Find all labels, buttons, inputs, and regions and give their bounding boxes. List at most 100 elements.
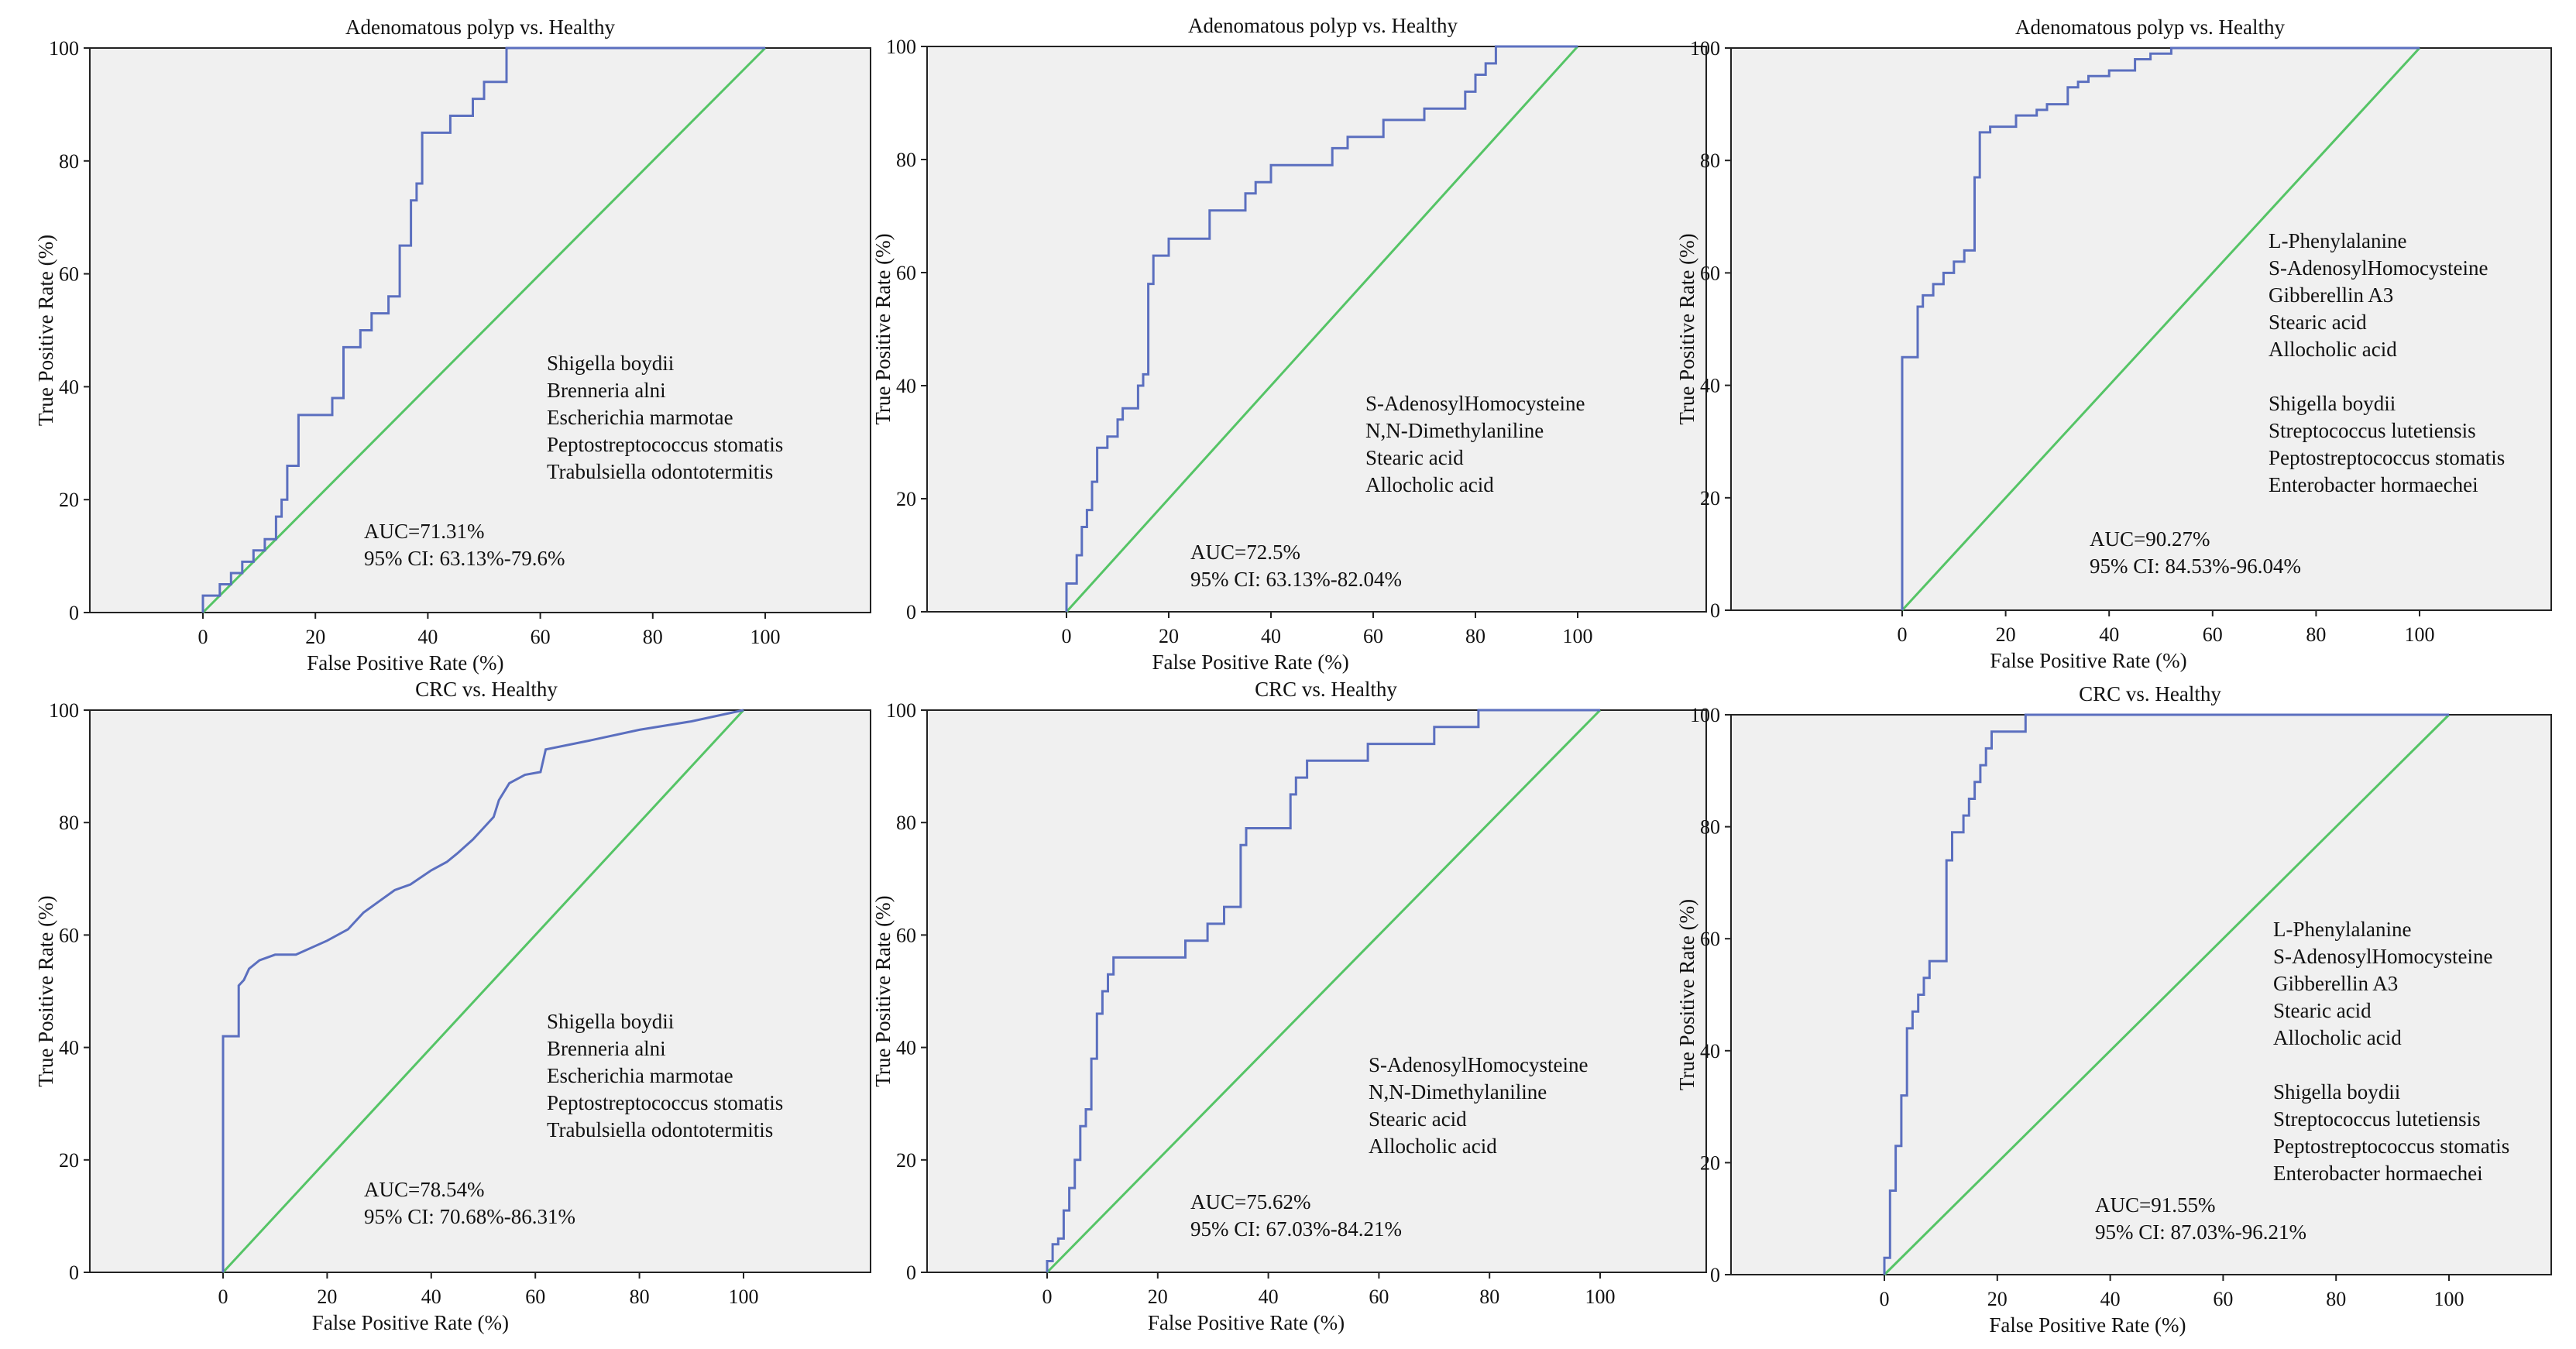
marker-label: S-AdenosylHomocysteine [1365,392,1585,415]
ci-label: 95% CI: 70.68%-86.31% [364,1205,575,1228]
marker-label: Stearic acid [2269,311,2367,334]
reference-line [201,46,767,614]
ci-label: 95% CI: 63.13%-82.04% [1190,568,1402,591]
x-tick-label: 40 [2100,1288,2121,1310]
marker-label: Gibberellin A3 [2269,283,2393,307]
y-axis-label: True Positive Rate (%) [1675,899,1698,1090]
marker-label: Peptostreptococcus stomatis [547,433,783,456]
auc-label: AUC=72.5% [1190,541,1300,564]
chart-title: CRC vs. Healthy [415,678,558,701]
x-tick-label: 60 [2213,1288,2233,1310]
x-axis-label: False Positive Rate (%) [1148,1311,1345,1334]
x-tick-label: 60 [531,626,551,648]
x-tick-label: 100 [750,626,781,648]
x-axis-label: False Positive Rate (%) [1990,649,2186,672]
y-tick-label: 80 [896,149,916,171]
y-tick-label: 40 [59,1037,79,1059]
x-tick-label: 100 [729,1285,759,1308]
marker-label: Trabulsiella odontotermitis [547,1118,773,1141]
y-tick-label: 80 [59,150,79,173]
y-tick-label: 80 [1700,816,1720,839]
y-tick-label: 40 [896,375,916,397]
marker-label: Allocholic acid [1365,473,1494,496]
y-tick-label: 20 [59,489,79,511]
marker-label: Peptostreptococcus stomatis [2269,446,2505,469]
marker-label: Escherichia marmotae [547,1064,733,1087]
plot-area [1730,47,2552,611]
reference-line [1883,713,2451,1276]
x-tick-label: 40 [1261,625,1281,647]
y-tick-label: 0 [1710,1264,1720,1286]
marker-label: Shigella boydii [547,1010,674,1033]
x-tick-label: 20 [1996,623,2016,646]
y-tick-label: 20 [896,488,916,510]
marker-label: Peptostreptococcus stomatis [547,1091,783,1114]
x-axis-label: False Positive Rate (%) [312,1311,509,1334]
marker-label: S-AdenosylHomocysteine [1369,1053,1588,1076]
plot-area [926,46,1707,613]
x-tick-label: 80 [630,1285,650,1308]
y-tick-label: 100 [1690,37,1720,60]
y-axis-label: True Positive Rate (%) [871,233,895,424]
x-tick-label: 60 [2203,623,2223,646]
x-tick-label: 40 [1259,1285,1279,1308]
y-axis-label: True Positive Rate (%) [34,895,57,1086]
marker-label: Shigella boydii [2273,1080,2400,1104]
marker-label: Stearic acid [2273,999,2372,1022]
x-axis-label: False Positive Rate (%) [1152,650,1348,674]
roc-curve [1901,46,2420,610]
marker-label: Allocholic acid [2273,1026,2402,1049]
x-axis-label: False Positive Rate (%) [1989,1313,2186,1337]
roc-panel-2: Adenomatous polyp vs. Healthy 0 20 40 60 80 10… [871,14,1707,674]
y-tick-label: 20 [1700,487,1720,510]
y-tick-label: 0 [1710,599,1720,622]
x-tick-label: 20 [1148,1285,1168,1308]
y-tick-label: 80 [896,812,916,834]
plot-area [926,709,1707,1273]
plot-area [1730,714,2552,1275]
ci-label: 95% CI: 63.13%-79.6% [364,547,565,570]
roc-curve [1046,709,1600,1272]
y-tick-label: 60 [896,262,916,284]
roc-curve [201,46,765,613]
marker-label: S-AdenosylHomocysteine [2273,945,2492,968]
chart-title: Adenomatous polyp vs. Healthy [2015,15,2285,39]
x-tick-label: 100 [1563,625,1593,647]
reference-line [1046,709,1602,1274]
y-tick-label: 100 [886,699,916,722]
ci-label: 95% CI: 84.53%-96.04% [2090,554,2301,578]
plot-area [89,47,871,613]
roc-panel-4: CRC vs. Healthy 0 20 40 60 80 100 0 20 40 60 80 100 F… [34,678,871,1334]
marker-label: Enterobacter hormaechei [2269,473,2478,496]
y-tick-label: 80 [59,812,79,834]
roc-panel-3: Adenomatous polyp vs. Healthy 0 20 40 60 80 10… [1675,15,2552,672]
marker-label: Trabulsiella odontotermitis [547,460,773,483]
marker-label: Allocholic acid [2269,338,2397,361]
y-tick-label: 20 [59,1149,79,1172]
marker-label: Stearic acid [1365,446,1464,469]
chart-title: CRC vs. Healthy [2079,682,2221,705]
marker-label: Streptococcus lutetiensis [2273,1107,2481,1131]
x-tick-label: 60 [1369,1285,1389,1308]
ci-label: 95% CI: 67.03%-84.21% [1190,1217,1402,1241]
x-tick-label: 100 [1585,1285,1616,1308]
marker-label: Shigella boydii [547,352,674,375]
x-tick-label: 40 [417,626,438,648]
x-tick-label: 20 [317,1285,337,1308]
marker-label: Escherichia marmotae [547,406,733,429]
x-tick-label: 0 [1898,623,1908,646]
x-tick-label: 20 [1159,625,1179,647]
x-tick-label: 40 [2099,623,2119,646]
y-tick-label: 40 [1700,1040,1720,1062]
x-tick-label: 100 [2434,1288,2464,1310]
y-tick-label: 0 [69,602,79,624]
x-axis-label: False Positive Rate (%) [307,651,503,674]
auc-label: AUC=90.27% [2090,527,2210,551]
marker-label: Brenneria alni [547,379,666,402]
y-tick-label: 20 [896,1149,916,1172]
roc-curve [222,709,744,1272]
y-tick-label: 60 [1700,928,1720,950]
roc-curve [1065,45,1578,612]
chart-title: CRC vs. Healthy [1255,678,1397,701]
